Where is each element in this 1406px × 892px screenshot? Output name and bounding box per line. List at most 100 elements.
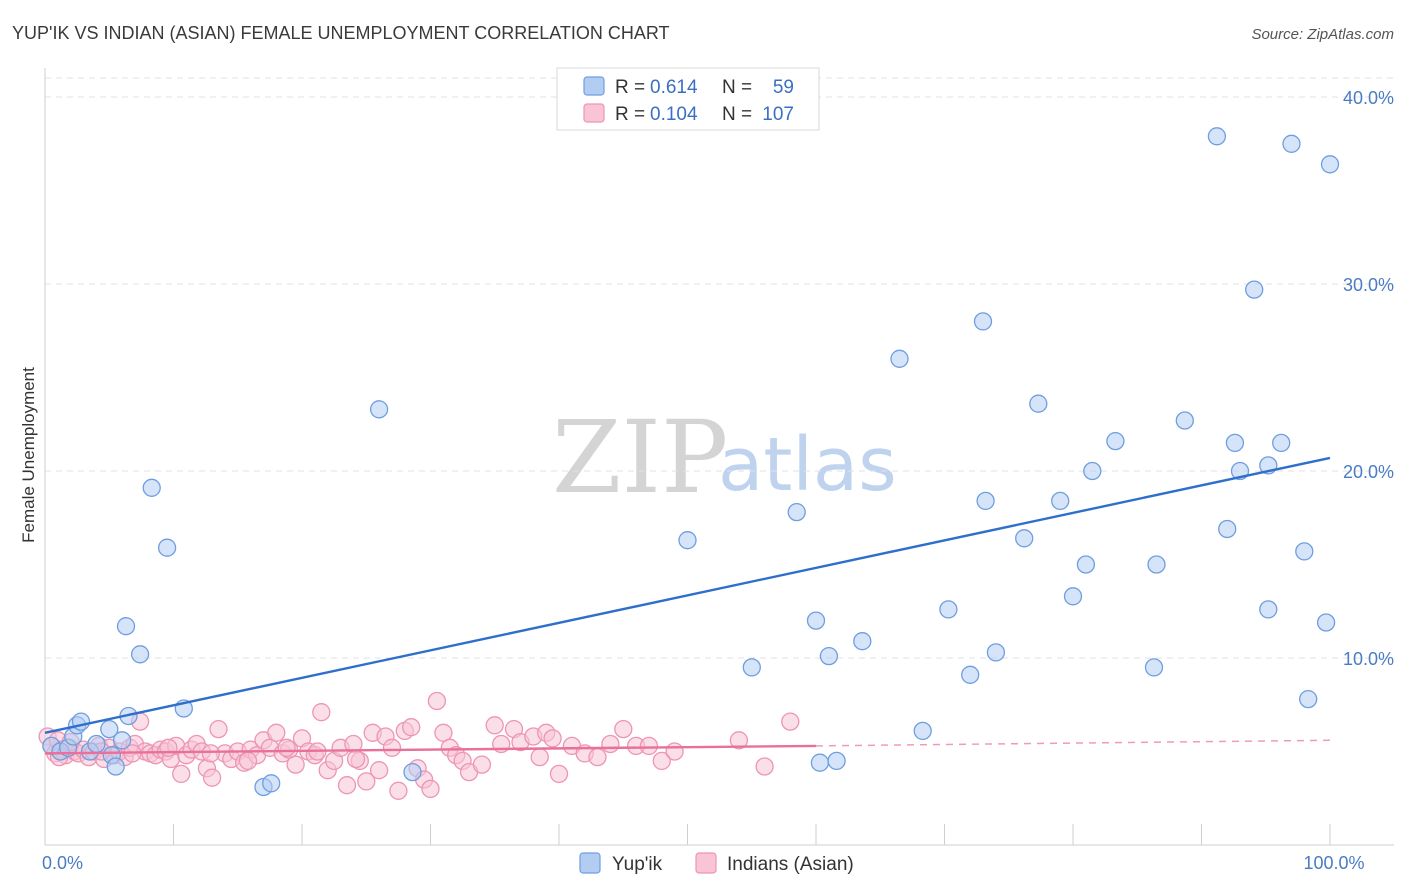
legend-r-label-yupik: R = xyxy=(615,77,645,98)
y-axis-title: Female Unemployment xyxy=(19,367,38,543)
legend-r-value-yupik: 0.614 xyxy=(650,77,698,98)
x-tick-labels: 0.0% 100.0% xyxy=(42,853,1365,873)
y-tick-label-3: 40.0% xyxy=(1343,88,1394,108)
point-yupik-28 xyxy=(827,751,846,771)
trend-line-dashed-indians xyxy=(815,739,1331,747)
point-yupik-40 xyxy=(1063,587,1083,606)
point-yupik-7 xyxy=(87,734,106,754)
point-yupik-16 xyxy=(157,538,177,557)
point-yupik-55 xyxy=(1282,134,1301,153)
point-yupik-41 xyxy=(1076,555,1096,574)
point-yupik-14 xyxy=(130,645,150,664)
point-indians-81 xyxy=(530,747,549,767)
point-indians-87 xyxy=(588,747,607,767)
point-yupik-52 xyxy=(1259,600,1278,619)
point-indians-60 xyxy=(369,761,389,780)
chart-source: Source: ZipAtlas.com xyxy=(1251,26,1394,43)
legend-r-label-indians: R = xyxy=(615,104,645,125)
point-yupik-37 xyxy=(1015,529,1034,548)
point-indians-92 xyxy=(652,751,671,771)
legend-bottom-label-indians: Indians (Asian) xyxy=(727,854,854,875)
chart-title: YUP'IK VS INDIAN (ASIAN) FEMALE UNEMPLOY… xyxy=(12,23,670,43)
point-yupik-12 xyxy=(116,617,136,636)
point-yupik-15 xyxy=(142,478,161,497)
legend-stats: R = 0.614 N = 59 R = 0.104 N = 107 xyxy=(556,67,820,131)
point-indians-68 xyxy=(421,779,440,799)
point-indians-88 xyxy=(601,734,620,754)
point-yupik-36 xyxy=(986,643,1006,662)
point-indians-104 xyxy=(277,738,296,757)
legend-bottom-swatch-yupik xyxy=(579,852,601,874)
axes xyxy=(44,68,1394,846)
y-tick-label-1: 20.0% xyxy=(1343,462,1394,482)
point-indians-55 xyxy=(337,776,357,795)
point-yupik-44 xyxy=(1144,658,1164,677)
point-yupik-58 xyxy=(1316,613,1336,632)
point-indians-69 xyxy=(427,691,447,711)
point-yupik-34 xyxy=(973,312,993,331)
point-indians-35 xyxy=(209,719,228,739)
point-yupik-30 xyxy=(890,349,909,368)
x-tick-label-1: 100.0% xyxy=(1303,853,1364,873)
point-yupik-32 xyxy=(939,600,958,619)
legend-series: Yup'ik Indians (Asian) xyxy=(579,852,854,875)
point-yupik-59 xyxy=(1320,155,1340,174)
point-indians-65 xyxy=(402,718,421,737)
legend-n-label-yupik: N = xyxy=(722,77,752,98)
point-indians-95 xyxy=(755,757,774,776)
point-yupik-51 xyxy=(1245,280,1264,299)
point-indians-47 xyxy=(286,755,305,774)
point-yupik-22 xyxy=(678,531,697,550)
point-yupik-57 xyxy=(1299,689,1318,709)
point-yupik-49 xyxy=(1225,433,1245,453)
point-indians-28 xyxy=(172,764,191,784)
point-yupik-45 xyxy=(1147,555,1166,574)
watermark: ZIP atlas xyxy=(552,399,897,516)
point-indians-84 xyxy=(549,764,569,784)
point-yupik-27 xyxy=(819,646,839,666)
point-indians-94 xyxy=(729,731,749,750)
y-tick-label-2: 30.0% xyxy=(1343,275,1394,295)
point-yupik-20 xyxy=(369,400,389,419)
point-yupik-23 xyxy=(742,658,761,677)
legend-bottom-swatch-indians xyxy=(695,852,717,874)
point-yupik-47 xyxy=(1207,127,1227,146)
point-indians-91 xyxy=(639,736,659,756)
point-yupik-11 xyxy=(112,731,132,750)
gridlines xyxy=(45,77,1394,659)
watermark-atlas: atlas xyxy=(718,422,897,508)
point-yupik-24 xyxy=(787,502,806,522)
point-indians-44 xyxy=(267,723,286,742)
point-indians-34 xyxy=(202,768,222,787)
point-indians-93 xyxy=(665,742,684,761)
point-indians-58 xyxy=(357,772,376,791)
point-yupik-46 xyxy=(1175,411,1194,430)
point-yupik-56 xyxy=(1295,542,1314,561)
point-indians-96 xyxy=(781,712,800,731)
point-yupik-38 xyxy=(1029,394,1048,413)
point-yupik-43 xyxy=(1106,431,1125,451)
point-yupik-26 xyxy=(810,753,830,772)
point-yupik-25 xyxy=(806,611,826,630)
trend-line-indians xyxy=(44,744,817,755)
point-yupik-48 xyxy=(1218,519,1237,539)
watermark-zip: ZIP xyxy=(552,399,728,516)
point-indians-62 xyxy=(382,738,402,757)
y-tick-label-0: 10.0% xyxy=(1343,649,1394,669)
y-tick-labels: 10.0% 20.0% 30.0% 40.0% xyxy=(1343,88,1394,669)
legend-swatch-indians xyxy=(583,103,605,123)
trend-lines xyxy=(44,456,1331,755)
point-yupik-19 xyxy=(262,774,281,793)
point-indians-76 xyxy=(485,716,504,735)
point-indians-83 xyxy=(543,729,562,748)
point-yupik-33 xyxy=(961,665,980,684)
point-indians-63 xyxy=(389,781,408,800)
point-indians-106 xyxy=(346,749,366,769)
point-indians-75 xyxy=(472,755,492,774)
point-indians-101 xyxy=(159,738,178,757)
point-yupik-54 xyxy=(1272,433,1291,453)
point-yupik-31 xyxy=(913,721,932,741)
legend-n-label-indians: N = xyxy=(722,104,752,125)
point-indians-103 xyxy=(238,751,258,771)
